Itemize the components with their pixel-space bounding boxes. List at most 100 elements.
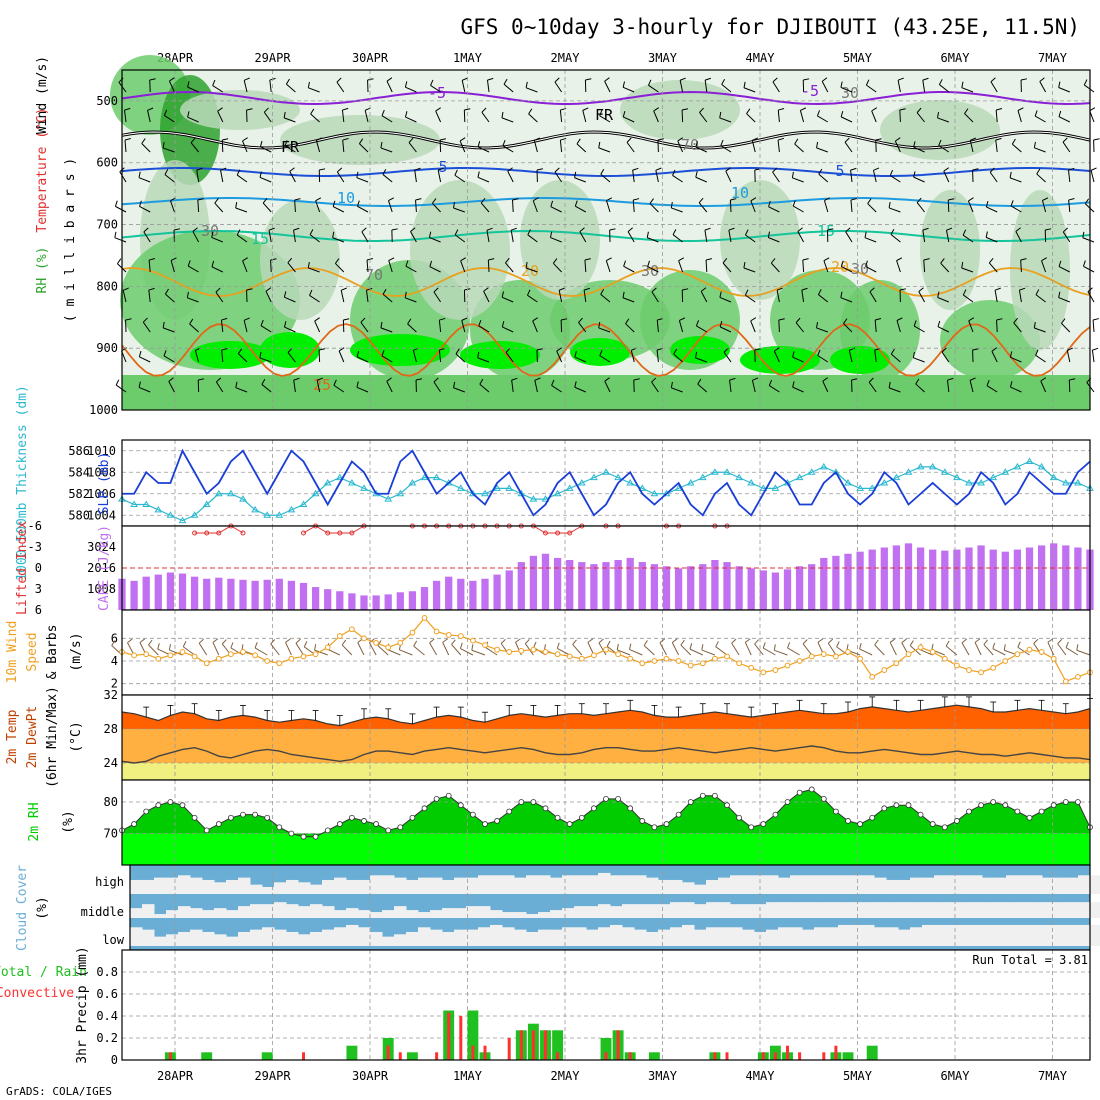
wind-barb: [625, 323, 635, 333]
rh2m-marker: [312, 833, 319, 840]
cloud-clear-cell: [538, 929, 551, 946]
rh-shading: [260, 200, 340, 320]
wind-barb-flag: [217, 107, 223, 112]
wind-barb-flag: [552, 258, 558, 264]
wind-barb: [678, 260, 684, 273]
wind-barb-flag: [1092, 318, 1100, 321]
thickness-marker: [626, 479, 635, 486]
wind-barb-flag: [1003, 644, 1006, 651]
wind-barb-flag: [802, 258, 809, 261]
wind-barb: [260, 325, 272, 333]
wind-barb: [505, 262, 514, 273]
wind-barb: [754, 643, 764, 656]
wind-barb-flag: [633, 378, 640, 381]
cape-bar: [929, 549, 937, 610]
wind-barb: [995, 140, 998, 153]
wind-barb: [719, 117, 732, 123]
wind-speed-marker: [349, 626, 355, 633]
wind-barb: [574, 356, 587, 363]
wind-barb-flag: [341, 639, 347, 646]
rh2m-marker: [167, 799, 174, 805]
precip-total-bar: [346, 1045, 358, 1060]
wind-barb: [816, 147, 828, 153]
wind-barb-flag: [700, 287, 707, 292]
y-tick-label: 80: [104, 795, 118, 809]
thickness-marker: [1037, 462, 1046, 470]
wind-barb-flag: [945, 640, 950, 647]
wind-barb: [968, 320, 974, 333]
cloud-clear-cell: [682, 902, 695, 918]
wind-speed-marker: [554, 651, 561, 658]
wind-barb-flag: [141, 138, 146, 144]
wind-speed-marker: [506, 649, 513, 655]
wind-barb-flag: [622, 81, 625, 88]
cloud-clear-cell: [286, 904, 299, 918]
wind-barb: [437, 170, 442, 183]
wind-barb: [844, 141, 853, 153]
wind-barb-flag: [773, 644, 776, 651]
rh2m-marker: [433, 795, 440, 802]
cloud-clear-cell: [850, 902, 863, 918]
wind-barb-flag: [1092, 347, 1099, 351]
wind-barb: [1041, 200, 1047, 213]
wind-barb: [269, 80, 272, 93]
wind-barb: [913, 325, 925, 333]
wind-barb-flag: [111, 640, 116, 646]
wind-barb: [1066, 350, 1071, 363]
wind-barb: [787, 647, 800, 656]
lifted-index-tick: 3: [35, 582, 42, 596]
cape-bar: [1050, 543, 1058, 610]
wind-barb-flag: [483, 287, 489, 292]
thickness-marker: [469, 489, 477, 497]
wind-barb-flag: [480, 197, 486, 204]
wind-barb-flag: [850, 198, 857, 201]
cape-bar: [856, 551, 864, 610]
wind-barb: [556, 350, 563, 363]
wind-barb-flag: [1057, 639, 1063, 644]
cape-bar: [687, 566, 695, 610]
wind-barb: [481, 112, 490, 123]
wind-barb-flag: [797, 227, 803, 232]
precip-total-bar: [866, 1045, 878, 1060]
wind-barb-flag: [787, 642, 791, 649]
cloud-clear-cell: [610, 906, 623, 918]
cloud-clear-cell: [550, 877, 563, 894]
wind-barb-flag: [818, 168, 823, 175]
wind-barb-flag: [342, 138, 349, 141]
lifted-index-marker: [301, 530, 306, 536]
thickness-marker: [166, 511, 175, 518]
wind-barb: [768, 237, 780, 243]
wind-speed-marker: [591, 652, 597, 659]
cloud-clear-cell: [694, 929, 707, 946]
wind-speed-marker: [288, 655, 295, 662]
cape-bar: [904, 543, 913, 610]
cloud-clear-cell: [778, 927, 791, 946]
wind-barb-flag: [974, 638, 981, 643]
wind-barb-flag: [682, 288, 689, 291]
wind-barb-flag: [772, 167, 778, 173]
wind-barb-flag: [237, 348, 243, 354]
thickness-marker: [323, 479, 332, 486]
wind-barb: [626, 142, 635, 153]
cloud-clear-cell: [226, 910, 239, 918]
cape-bar: [154, 574, 162, 610]
rh2m-marker: [276, 824, 283, 831]
wind-barb: [672, 234, 683, 243]
wind-barb: [164, 115, 175, 123]
wind-barb: [647, 266, 659, 273]
precip-total-bar: [600, 1038, 612, 1060]
wind-barb-flag: [404, 81, 408, 88]
wind-barb-flag: [989, 167, 995, 173]
wind-speed-marker: [627, 655, 634, 662]
wind-barb: [242, 140, 248, 153]
wind-barb-flag: [528, 108, 533, 115]
wind-barb: [501, 117, 514, 123]
wind-barb: [729, 199, 732, 213]
wind-barb: [141, 143, 151, 153]
wind-barb-flag: [888, 381, 891, 388]
contour-label: 30: [641, 262, 659, 280]
cloud-clear-cell: [586, 906, 599, 918]
wind-barb-flag: [479, 378, 484, 385]
wind-barb: [429, 266, 441, 273]
wind-barb-flag: [633, 198, 640, 201]
